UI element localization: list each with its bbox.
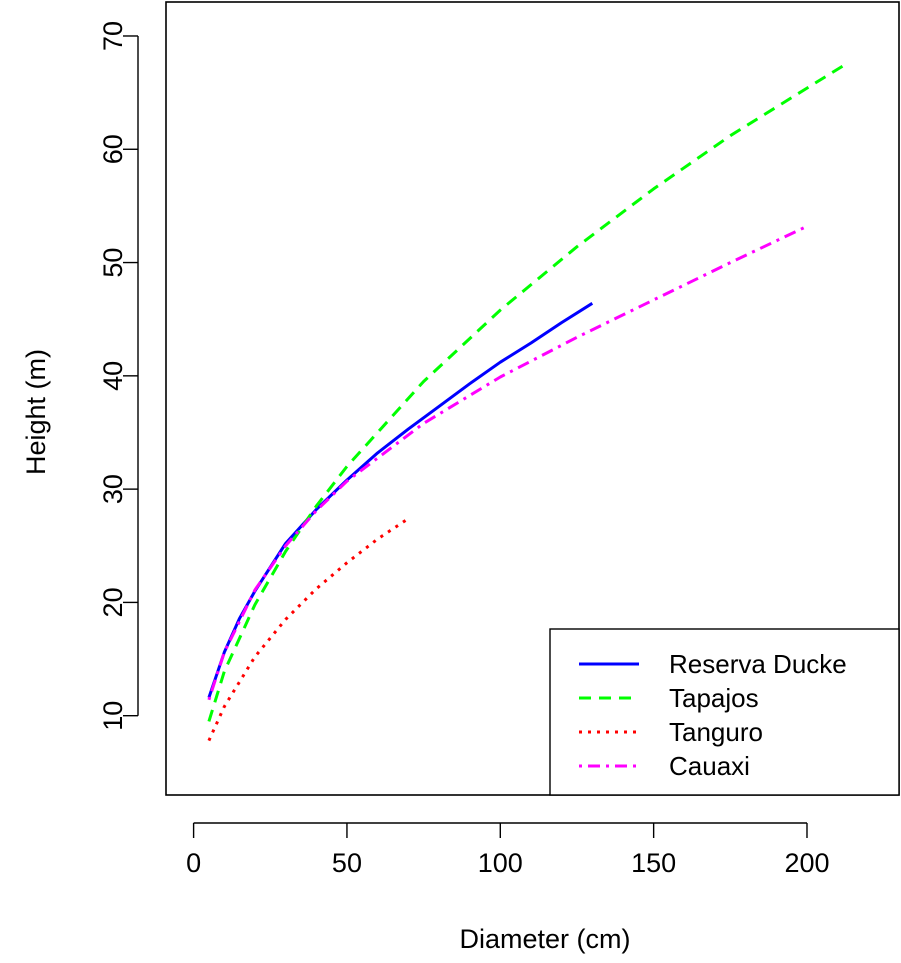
series-line-3 (207, 517, 410, 742)
y-tick-label: 50 (98, 248, 128, 278)
y-tick-label: 30 (98, 474, 128, 504)
series-layer (207, 64, 845, 742)
x-tick-label: 0 (186, 848, 201, 878)
x-tick-label: 150 (631, 848, 676, 878)
legend-label: Tanguro (669, 717, 763, 747)
legend-label: Reserva Ducke (669, 649, 847, 679)
series-line-4 (207, 224, 808, 701)
legend: Reserva Ducke Tapajos Tanguro Cauaxi (549, 628, 900, 796)
x-tick-label: 100 (478, 848, 523, 878)
y-axis: 10 20 30 40 50 60 70 (98, 21, 139, 731)
series-line-1 (207, 302, 594, 699)
y-tick-label: 60 (98, 134, 128, 164)
x-axis: 0 50 100 150 200 (186, 822, 830, 878)
y-tick-label: 10 (98, 701, 128, 731)
plot-frame (165, 1, 900, 796)
x-axis-title: Diameter (cm) (459, 924, 630, 954)
y-tick-label: 20 (98, 587, 128, 617)
y-tick-label: 70 (98, 21, 128, 51)
x-tick-label: 200 (784, 848, 829, 878)
y-tick-label: 40 (98, 361, 128, 391)
y-axis-title: Height (m) (21, 349, 51, 475)
series-line-2 (207, 64, 845, 722)
legend-label: Tapajos (669, 683, 759, 713)
legend-label: Cauaxi (669, 751, 750, 781)
x-tick-label: 50 (332, 848, 362, 878)
